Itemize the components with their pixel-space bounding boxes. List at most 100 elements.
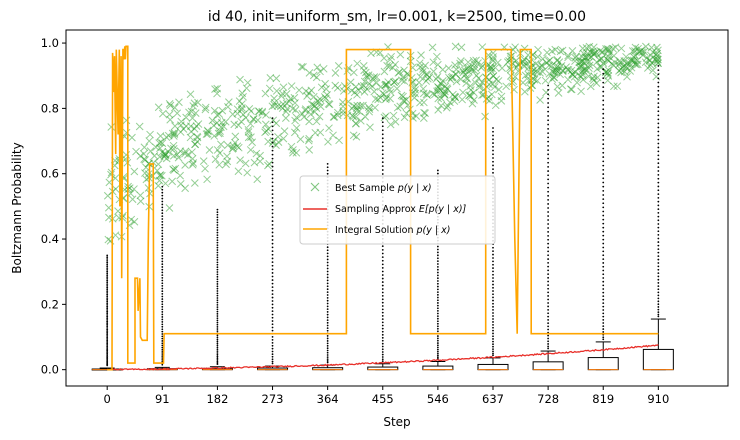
x-tick-label: 728	[537, 392, 559, 406]
boxplot-outlier	[547, 223, 550, 225]
boxplot-outlier	[492, 352, 494, 355]
boxplot-outlier	[106, 314, 109, 316]
boxplot-outlier	[106, 355, 109, 358]
boxplot-outlier	[326, 321, 329, 324]
boxplot-outlier	[547, 269, 550, 272]
boxplot-outlier	[381, 298, 384, 301]
best-sample-point	[238, 100, 246, 108]
boxplot-outlier	[657, 226, 660, 229]
boxplot-outlier	[602, 72, 605, 75]
boxplot-outlier	[436, 307, 439, 310]
best-sample-point	[201, 103, 210, 112]
best-sample-point	[283, 104, 291, 113]
best-sample-point	[554, 89, 563, 97]
boxplot-outlier	[216, 355, 219, 358]
boxplot-outlier	[106, 286, 109, 289]
boxplot-outlier	[492, 323, 494, 326]
best-sample-point	[175, 98, 183, 107]
boxplot-outlier	[547, 127, 550, 130]
boxplot-outlier	[271, 303, 274, 306]
boxplot-outlier	[602, 164, 605, 167]
boxplot-outlier	[106, 281, 109, 284]
boxplot-outlier	[216, 334, 219, 337]
boxplot-outlier	[657, 255, 660, 258]
best-sample-point	[489, 72, 498, 80]
boxplot-outlier	[602, 262, 605, 264]
boxplot-outlier	[381, 305, 384, 307]
boxplot-outlier	[216, 273, 219, 276]
boxplot-outlier	[436, 320, 439, 323]
boxplot-outlier	[106, 348, 109, 351]
boxplot-outlier	[381, 315, 384, 317]
boxplot-outlier	[492, 250, 494, 253]
best-sample-point	[545, 69, 554, 78]
boxplot-outlier	[602, 77, 605, 80]
boxplot-outlier	[547, 106, 550, 109]
boxplot-outlier	[271, 197, 274, 199]
best-sample-point	[190, 124, 199, 133]
boxplot-outlier	[657, 162, 660, 165]
boxplot-outlier	[216, 211, 219, 214]
best-sample-point	[396, 50, 405, 59]
best-sample-point	[623, 72, 631, 81]
best-sample-point	[528, 70, 537, 78]
best-sample-point	[585, 58, 594, 66]
best-sample-point	[418, 68, 427, 76]
boxplot-outlier	[547, 298, 550, 301]
boxplot-outlier	[326, 264, 329, 267]
best-sample-point	[273, 102, 282, 110]
best-sample-point	[261, 128, 269, 137]
best-sample-point	[596, 46, 605, 55]
best-sample-point	[425, 73, 434, 82]
boxplot-outlier	[492, 246, 494, 249]
boxplot-outlier	[271, 282, 274, 285]
best-sample-point	[438, 65, 447, 74]
boxplot-outlier	[216, 312, 219, 315]
boxplot-outlier	[492, 343, 494, 346]
best-sample-point	[400, 77, 409, 86]
best-sample-point	[300, 113, 308, 121]
boxplot-outlier	[492, 290, 494, 292]
boxplot-outlier	[161, 203, 164, 206]
boxplot-outlier	[436, 172, 439, 175]
boxplot-outlier	[602, 331, 605, 333]
boxplot-outlier	[106, 295, 109, 298]
boxplot-outlier	[547, 319, 550, 321]
boxplot-outlier	[326, 342, 329, 345]
boxplot-outlier	[602, 312, 605, 315]
best-sample-point	[541, 76, 550, 85]
best-sample-point	[132, 147, 140, 156]
boxplot-outlier	[436, 245, 439, 248]
boxplot-outlier	[326, 294, 329, 296]
best-sample-point	[290, 93, 299, 102]
boxplot-outlier	[547, 119, 550, 122]
best-sample-point	[104, 235, 113, 244]
boxplot-outlier	[161, 359, 164, 361]
boxplot-outlier	[271, 165, 274, 168]
best-sample-point	[368, 82, 376, 91]
best-sample-point	[239, 92, 247, 101]
best-sample-point	[229, 142, 238, 150]
boxplot-outlier	[106, 290, 109, 293]
y-tick-label: 1.0	[41, 36, 59, 50]
boxplot-outlier	[106, 322, 109, 325]
boxplot-outlier	[216, 297, 219, 299]
boxplot	[532, 84, 564, 371]
boxplot-outlier	[271, 335, 274, 338]
boxplot-outlier	[547, 178, 550, 181]
boxplot-outlier	[271, 360, 274, 363]
boxplot-outlier	[161, 313, 164, 316]
boxplot-outlier	[161, 197, 164, 200]
best-sample-point	[589, 49, 598, 58]
best-sample-point	[419, 84, 428, 93]
boxplot-outlier	[326, 276, 329, 279]
boxplot-outlier	[216, 357, 219, 360]
boxplot-outlier	[547, 102, 550, 104]
boxplot-outlier	[326, 163, 329, 165]
boxplot-outlier	[547, 123, 550, 126]
best-sample-point	[380, 113, 389, 122]
best-sample-point	[171, 122, 179, 130]
boxplot-outlier	[602, 99, 605, 102]
boxplot-outlier	[161, 363, 164, 366]
boxplot-outlier	[216, 359, 219, 361]
